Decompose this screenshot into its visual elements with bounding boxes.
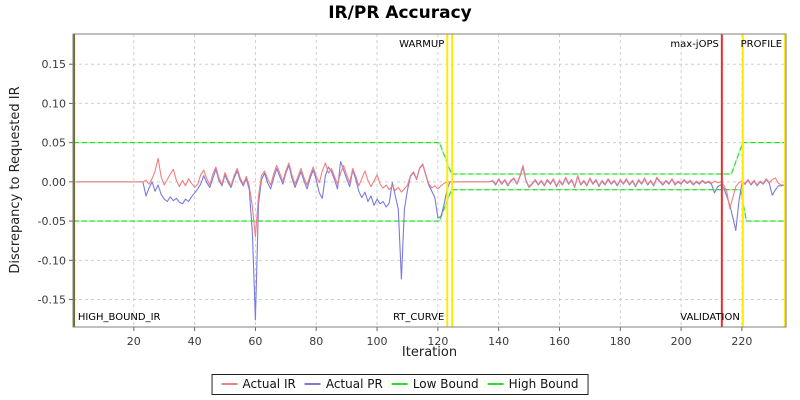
y-tick-label: -0.05 — [38, 215, 66, 228]
y-axis-title: Discrepancy to Requested IR — [8, 86, 23, 274]
legend-item-low-bound: Low Bound — [391, 377, 479, 391]
x-tick-label: 40 — [188, 335, 202, 348]
series-actual-ir — [76, 157, 785, 238]
legend-swatch — [487, 383, 504, 385]
y-tick-label: -0.10 — [38, 254, 66, 267]
x-tick-label: 200 — [671, 335, 692, 348]
x-tick-label: 80 — [309, 335, 323, 348]
y-tick-label: 0.05 — [42, 137, 67, 150]
series-high-bound-base — [73, 141, 786, 175]
phase-label: VALIDATION — [680, 312, 740, 323]
legend-item-high-bound: High Bound — [487, 377, 579, 391]
y-tick-label: 0.00 — [42, 176, 67, 189]
x-tick-label: 20 — [127, 335, 141, 348]
legend-label: Actual IR — [242, 377, 296, 391]
x-tick-label: 120 — [427, 335, 448, 348]
y-tick-label: -0.15 — [38, 294, 66, 307]
x-tick-label: 160 — [549, 335, 570, 348]
chart-title: IR/PR Accuracy — [328, 3, 472, 23]
phase-label: PROFILE — [741, 39, 782, 50]
x-axis-title: Iteration — [401, 345, 458, 360]
x-tick-label: 220 — [731, 335, 752, 348]
series-high-bound — [73, 142, 786, 175]
x-tick-label: 60 — [248, 335, 262, 348]
y-tick-label: 0.10 — [42, 97, 67, 110]
legend-swatch — [221, 383, 238, 385]
legend-label: High Bound — [508, 377, 579, 391]
legend: Actual IR Actual PR Low Bound High Bound — [211, 374, 589, 395]
series-low-bound — [73, 189, 786, 222]
legend-label: Actual PR — [325, 377, 383, 391]
phase-label: HIGH_BOUND_IR — [78, 312, 161, 323]
x-tick-label: 100 — [367, 335, 388, 348]
plot-border — [72, 33, 787, 328]
legend-swatch — [304, 383, 321, 385]
legend-label: Low Bound — [412, 377, 479, 391]
x-tick-label: 180 — [610, 335, 631, 348]
legend-item-actual-ir: Actual IR — [221, 377, 296, 391]
phase-label: RT_CURVE — [393, 312, 444, 323]
x-tick-label: 140 — [488, 335, 509, 348]
legend-item-actual-pr: Actual PR — [304, 377, 383, 391]
phase-label: max-jOPS — [670, 39, 718, 50]
series-low-bound-base — [73, 188, 786, 222]
phase-label: WARMUP — [399, 39, 444, 50]
y-tick-label: 0.15 — [42, 58, 67, 71]
legend-swatch — [391, 383, 408, 385]
